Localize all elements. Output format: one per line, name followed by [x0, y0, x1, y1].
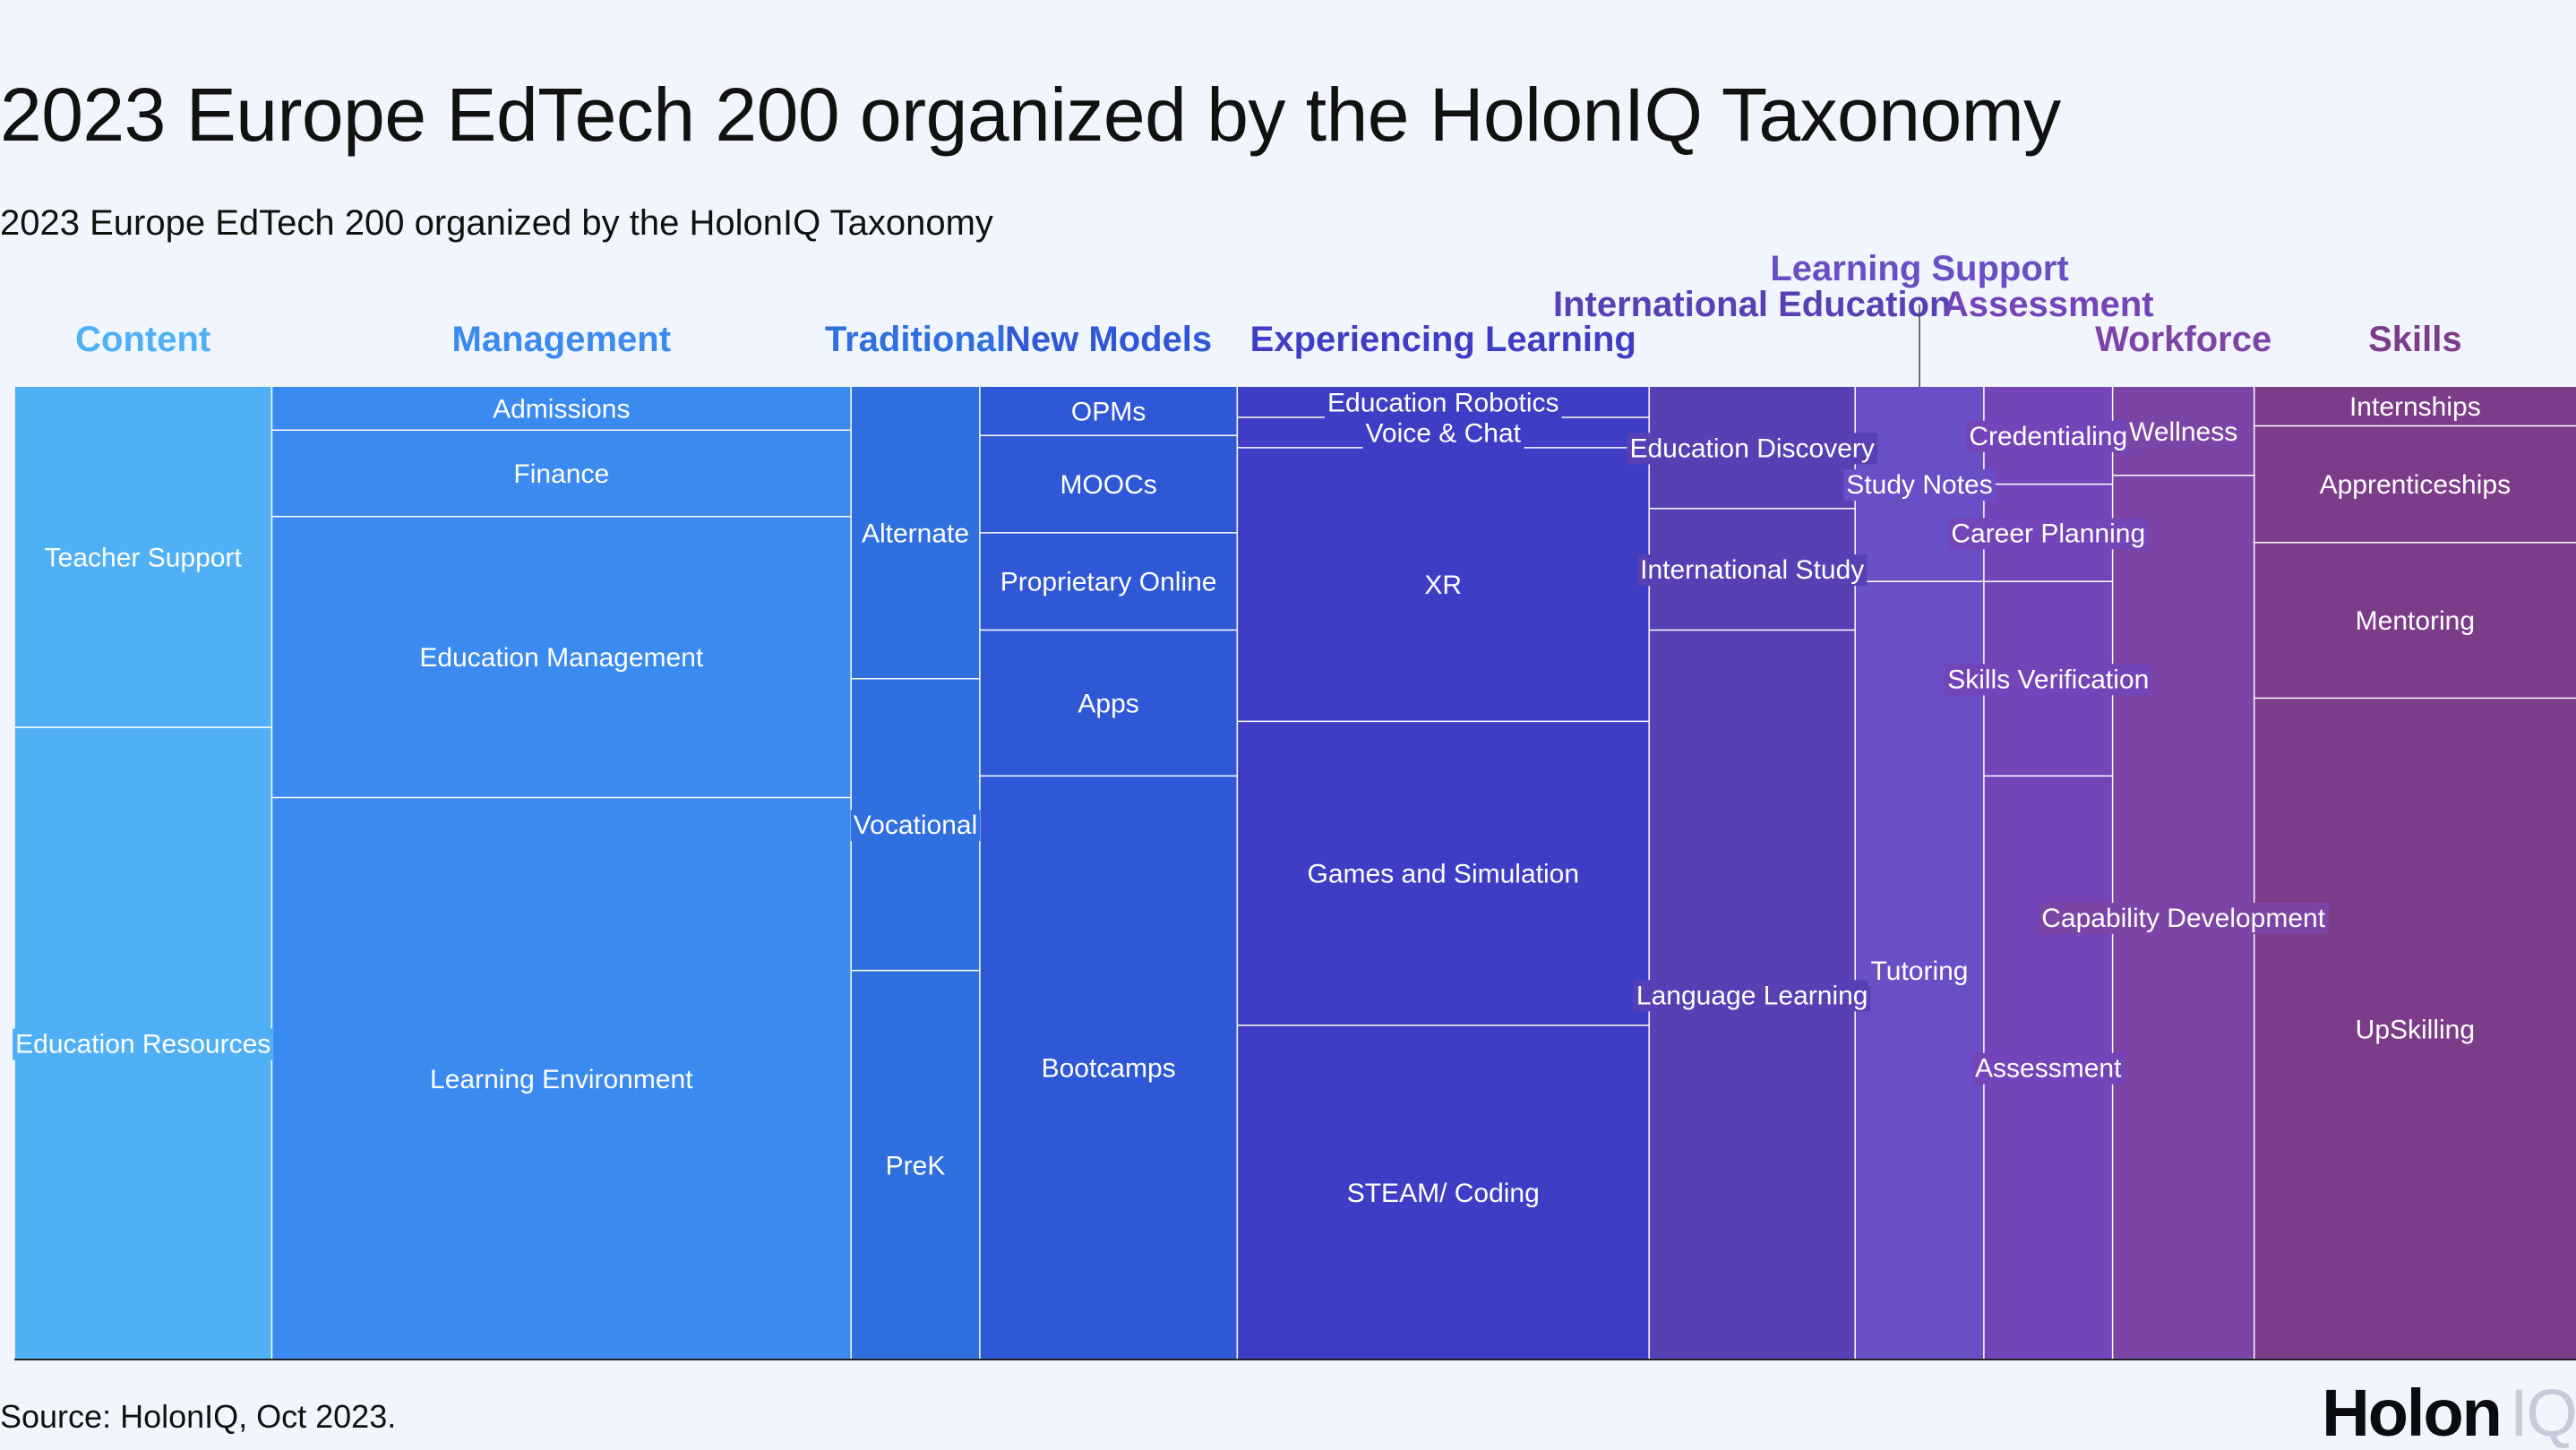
cell-label-bg [1627, 433, 1877, 465]
cell-label-bg [1075, 688, 1142, 720]
cell-label-games-and-simulation: Games and Simulation [1308, 860, 1580, 889]
cell-label-bg [41, 542, 245, 574]
cell-label-alternate: Alternate [862, 519, 969, 548]
cell-label-bg [1972, 1052, 2125, 1085]
cell-label-bg [1304, 858, 1583, 890]
cell-label-bg [1948, 518, 2149, 550]
cell-label-bg [2352, 1014, 2478, 1046]
cell-label-bg [490, 393, 633, 425]
cell-label-wellness: Wellness [2129, 417, 2237, 447]
group-label-management: Management [452, 320, 672, 359]
treemap-labels: Teacher Support Education Resources Admiss… [13, 387, 2514, 1209]
cell-label-vocational: Vocational [854, 811, 977, 840]
holoniq-logo: Holon IQ [2322, 1377, 2576, 1449]
cell-label-bg [1038, 1052, 1179, 1085]
cell-label-bg [882, 1150, 949, 1182]
group-label-traditional: Traditional [825, 320, 1006, 359]
cell-label-career-planning: Career Planning [1951, 519, 2145, 548]
cell-label-bg [850, 810, 981, 842]
cell-label-bg [1344, 1177, 1542, 1209]
cell-label-tutoring: Tutoring [1871, 957, 1969, 986]
group-label-learning-support: Learning Support [1770, 249, 2068, 288]
treemap-dividers [13, 387, 2576, 1360]
cell-label-education-discovery: Education Discovery [1629, 433, 1874, 463]
cell-label-steam-coding: STEAM/ Coding [1347, 1179, 1540, 1208]
cell-label-bg [511, 459, 613, 491]
cell-label-moocs: MOOCs [1060, 470, 1156, 500]
cell-label-bg [427, 1063, 697, 1095]
cell-label-language-learning: Language Learning [1636, 981, 1868, 1010]
cell-label-bg [2039, 902, 2329, 934]
cell-label-international-study: International Study [1640, 555, 1864, 585]
group-label-assessment: Assessment [1943, 285, 2154, 324]
cell-label-bg [1966, 420, 2131, 452]
cell-label-learning-environment: Learning Environment [430, 1065, 693, 1094]
cell-label-credentialing: Credentialing [1969, 422, 2127, 451]
cell-label-bg [2316, 469, 2514, 502]
cell-label-teacher-support: Teacher Support [45, 544, 243, 573]
cell-label-bg [2126, 416, 2241, 448]
logo-suffix: IQ [2509, 1376, 2576, 1450]
cell-label-bg [13, 1028, 274, 1060]
cell-label-assessment: Assessment [1975, 1054, 2122, 1084]
cell-label-proprietary-online: Proprietary Online [1000, 568, 1217, 597]
cell-label-bg [1868, 956, 1971, 988]
group-label-skills: Skills [2368, 320, 2462, 359]
cell-label-bg [1057, 469, 1160, 502]
cell-label-bg [2352, 605, 2478, 638]
group-label-international-education: International Education [1553, 285, 1951, 324]
cell-label-bg [416, 642, 707, 674]
cell-label-bg [1637, 554, 1868, 587]
cell-label-admissions: Admissions [493, 395, 630, 425]
cell-label-internships: Internships [2349, 392, 2481, 422]
cell-label-apps: Apps [1078, 689, 1138, 718]
cell-label-bg [2346, 391, 2484, 424]
cell-label-bg [1421, 570, 1465, 602]
cell-label-apprenticeships: Apprenticeships [2320, 470, 2511, 500]
cell-label-bg [1843, 469, 1996, 502]
cell-label-education-management: Education Management [419, 643, 704, 673]
group-label-content: Content [75, 320, 210, 359]
group-label-new-models: New Models [1005, 320, 1212, 359]
cell-label-education-robotics: Education Robotics [1327, 388, 1559, 417]
cell-label-xr: XR [1424, 571, 1462, 600]
cell-label-upskilling: UpSkilling [2356, 1015, 2475, 1044]
cell-label-opms: OPMs [1071, 398, 1146, 427]
cell-label-bg [1633, 980, 1871, 1012]
chart-subtitle: 2023 Europe EdTech 200 organized by the … [0, 203, 993, 243]
cell-label-bg [1362, 417, 1524, 450]
cell-label-voice-chat: Voice & Chat [1366, 418, 1522, 448]
cell-label-prek: PreK [886, 1151, 946, 1180]
cell-label-bg [1325, 387, 1562, 419]
group-label-experiencing-learning: Experiencing Learning [1250, 320, 1636, 359]
cell-label-bootcamps: Bootcamps [1042, 1054, 1176, 1084]
cell-label-education-resources: Education Resources [15, 1030, 270, 1060]
cell-label-bg [1945, 664, 2152, 696]
treemap-cells [14, 387, 2576, 1360]
cell-label-bg [858, 518, 973, 550]
source-note: Source: HolonIQ, Oct 2023. [0, 1398, 397, 1435]
group-label-workforce: Workforce [2095, 320, 2271, 359]
cell-label-study-notes: Study Notes [1846, 470, 1992, 500]
cell-label-bg [1068, 396, 1149, 428]
cell-label-bg [997, 566, 1220, 598]
cell-label-finance: Finance [513, 459, 609, 489]
logo-text: Holon [2322, 1376, 2503, 1450]
chart-title: 2023 Europe EdTech 200 organized by the … [0, 73, 2061, 157]
cell-label-skills-verification: Skills Verification [1947, 665, 2149, 694]
cell-label-capability-development: Capability Development [2041, 904, 2325, 933]
cell-label-mentoring: Mentoring [2356, 606, 2475, 636]
